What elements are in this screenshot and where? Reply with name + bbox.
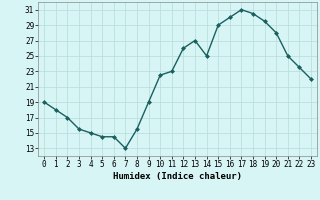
- X-axis label: Humidex (Indice chaleur): Humidex (Indice chaleur): [113, 172, 242, 181]
